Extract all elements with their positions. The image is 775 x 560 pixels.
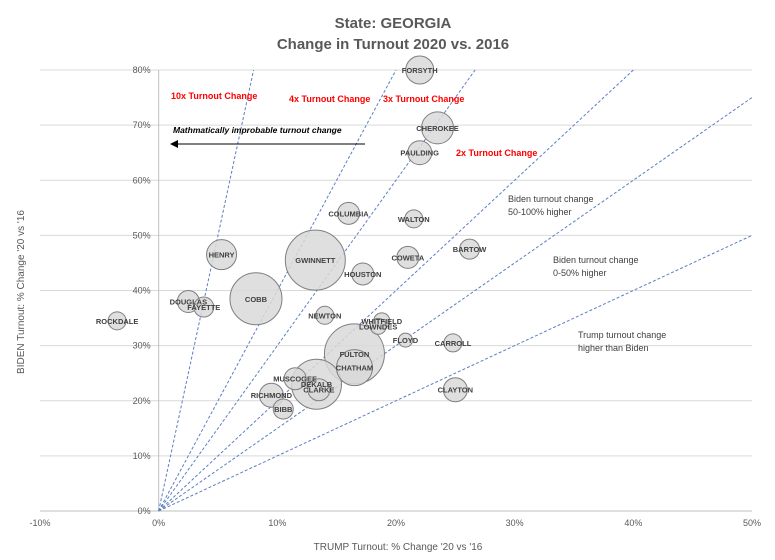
- label-whitfield: WHITFIELD: [361, 317, 402, 326]
- label-fulton: FULTON: [340, 350, 370, 359]
- x-tick-label: 10%: [268, 518, 286, 528]
- y-tick-label: 80%: [133, 65, 151, 75]
- left-arrow: [170, 140, 365, 148]
- bubble-lowndes: [369, 317, 387, 335]
- x-tick-label: 0%: [152, 518, 165, 528]
- annotation-2x: 2x Turnout Change: [456, 148, 537, 158]
- y-axis-label: BIDEN Turnout: % Change '20 vs '16: [16, 210, 27, 374]
- y-tick-label: 70%: [133, 120, 151, 130]
- annotation-3x: 3x Turnout Change: [383, 94, 464, 104]
- label-gwinnett: GWINNETT: [295, 256, 335, 265]
- label-forsyth: FORSYTH: [402, 66, 438, 75]
- label-cherokee: CHEROKEE: [416, 124, 459, 133]
- y-tick-label: 20%: [133, 396, 151, 406]
- bubble-columbia: [337, 201, 361, 225]
- note-biden-0-50-line2: 0-50% higher: [553, 268, 607, 278]
- label-columbia: COLUMBIA: [328, 209, 369, 218]
- label-coweta: COWETA: [391, 253, 424, 262]
- y-tick-label: 40%: [133, 286, 151, 296]
- bubble-walton: [404, 209, 424, 229]
- label-lowndes: LOWNDES: [359, 322, 397, 331]
- y-tick-label: 10%: [133, 451, 151, 461]
- chart-subtitle: Change in Turnout 2020 vs. 2016: [277, 36, 509, 53]
- bubble-rockdale: [107, 311, 127, 331]
- label-cobb: COBB: [245, 295, 268, 304]
- note-biden-50-100-line2: 50-100% higher: [508, 207, 572, 217]
- annotation-improbable: Mathmatically improbable turnout change: [173, 125, 342, 135]
- note-biden-0-50-line1: Biden turnout change: [553, 255, 639, 265]
- annotation-4x: 4x Turnout Change: [289, 94, 370, 104]
- x-axis-label: TRUMP Turnout: % Change '20 vs '16: [314, 542, 483, 553]
- bubble-cobb: [229, 272, 283, 326]
- bubbles: FORSYTH CHEROKEE PAULDING COLUMBIA WALTON BAR…: [96, 55, 488, 420]
- x-tick-label: 50%: [743, 518, 761, 528]
- label-clarke: CLARKE: [303, 386, 334, 395]
- y-tick-label: 30%: [133, 341, 151, 351]
- label-bibb: BIBB: [274, 405, 293, 414]
- label-muscogee: MUSCOGEE: [273, 375, 317, 384]
- bubble-cherokee: [421, 111, 455, 145]
- label-chatham: CHATHAM: [336, 364, 373, 373]
- bubble-henry: [206, 239, 238, 271]
- chart-title: State: GEORGIA: [335, 15, 452, 32]
- bubble-forsyth: [405, 55, 435, 85]
- y-tick-label: 60%: [133, 175, 151, 185]
- label-rockdale: ROCKDALE: [96, 317, 139, 326]
- annotation-10x: 10x Turnout Change: [171, 91, 257, 101]
- label-clayton: CLAYTON: [438, 386, 473, 395]
- x-tick-label: 20%: [387, 518, 405, 528]
- note-biden-50-100-line1: Biden turnout change: [508, 194, 594, 204]
- label-walton: WALTON: [398, 215, 430, 224]
- label-henry: HENRY: [209, 251, 235, 260]
- bubble-paulding: [407, 140, 433, 166]
- label-douglas: DOUGLAS: [170, 298, 208, 307]
- note-trump-higher-line1: Trump turnout change: [578, 330, 666, 340]
- label-richmond: RICHMOND: [251, 391, 293, 400]
- bubble-houston: [351, 262, 375, 286]
- x-tick-label: -10%: [29, 518, 50, 528]
- note-trump-higher-line2: higher than Biden: [578, 343, 649, 353]
- y-tick-label: 50%: [133, 230, 151, 240]
- x-tick-label: 40%: [624, 518, 642, 528]
- bubble-carroll: [443, 333, 463, 353]
- reference-line-1x: [158, 234, 753, 512]
- label-paulding: PAULDING: [400, 149, 439, 158]
- bubble-gwinnett: [284, 229, 346, 291]
- reference-line-2x: [158, 69, 634, 512]
- bubble-chatham: [335, 349, 373, 387]
- x-tick-label: 30%: [506, 518, 524, 528]
- label-fayette: FAYETTE: [187, 303, 220, 312]
- bubble-bartow: [459, 238, 481, 260]
- label-houston: HOUSTON: [344, 270, 381, 279]
- label-bartow: BARTOW: [453, 245, 488, 254]
- bubble-clayton: [442, 377, 468, 403]
- bubble-muscogee: [283, 367, 307, 391]
- bubble-newton: [315, 305, 335, 325]
- y-tick-label: 0%: [138, 506, 151, 516]
- bubble-clarke: [307, 378, 331, 402]
- label-floyd: FLOYD: [393, 336, 419, 345]
- bubble-bibb: [272, 398, 294, 420]
- bubble-coweta: [396, 245, 420, 269]
- label-dekalb: DEKALB: [301, 380, 333, 389]
- bubble-floyd: [397, 332, 413, 348]
- tick-labels: 0% 10% 20% 30% 40% 50% 60% 70% 80% -10% 0% 10% 20% 30…: [29, 65, 761, 528]
- reference-line-1.5x: [158, 97, 753, 512]
- bubble-fayette: [193, 296, 215, 318]
- label-newton: NEWTON: [308, 311, 341, 320]
- label-carroll: CARROLL: [435, 339, 472, 348]
